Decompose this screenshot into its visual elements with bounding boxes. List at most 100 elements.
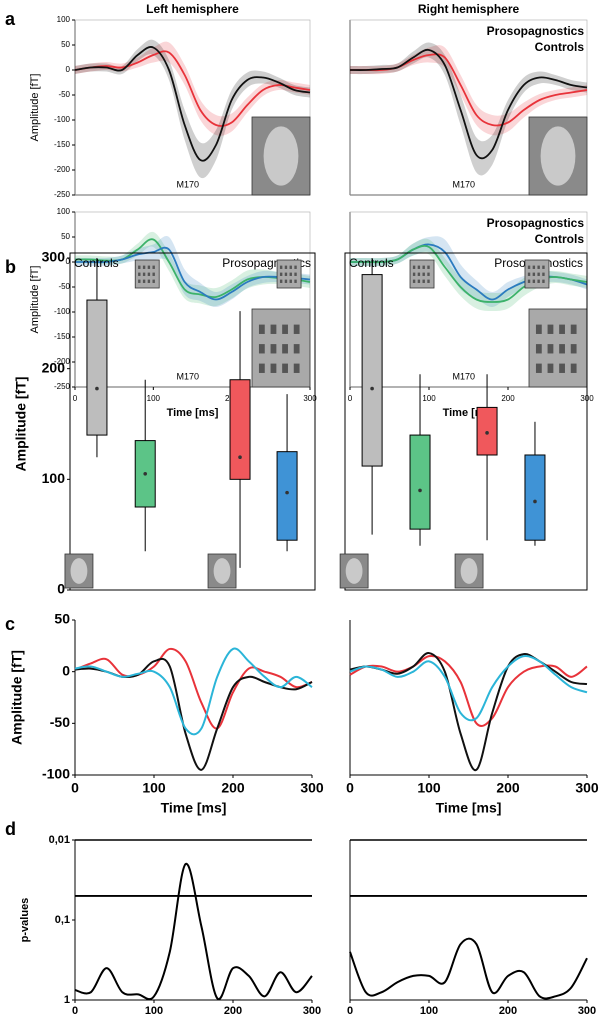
box — [524, 454, 546, 541]
window — [147, 279, 151, 283]
error-band — [350, 42, 587, 176]
window — [294, 279, 297, 283]
x-tick-label: 0 — [72, 1005, 78, 1017]
error-band — [350, 236, 587, 308]
y-axis-label: p-values — [19, 898, 31, 943]
window — [427, 272, 430, 276]
x-axis-label: Time [ms] — [167, 407, 219, 419]
x-tick-label: 300 — [300, 780, 324, 796]
window — [547, 324, 554, 334]
window — [547, 363, 554, 373]
plot-frame — [74, 211, 311, 388]
window — [570, 363, 577, 373]
box — [409, 434, 431, 530]
panel-label: c — [5, 614, 15, 634]
window — [535, 324, 542, 334]
face-shape — [70, 558, 88, 584]
x-tick-label: 100 — [417, 780, 441, 796]
window — [282, 363, 288, 373]
x-tick-label: 300 — [303, 1005, 321, 1017]
y-tick-label: -200 — [54, 165, 71, 174]
y-axis-label: Amplitude [fT] — [29, 266, 41, 334]
x-axis-label: Time [ms] — [436, 800, 502, 816]
y-tick-label: 0 — [57, 581, 65, 597]
window — [535, 363, 542, 373]
window — [412, 265, 416, 269]
annotation: M170 — [453, 371, 476, 381]
error-band — [75, 231, 310, 307]
data-line — [75, 246, 311, 301]
window — [412, 279, 416, 283]
y-tick-label: 0 — [66, 65, 71, 74]
window — [142, 279, 146, 283]
data-line — [74, 647, 313, 730]
window — [532, 272, 536, 276]
window — [527, 272, 531, 276]
error-band — [350, 238, 587, 311]
legend-entry: Prosopagnostics — [487, 216, 585, 230]
window — [258, 344, 265, 354]
window — [417, 265, 421, 269]
x-tick-label: 200 — [221, 780, 245, 796]
median-marker — [533, 499, 537, 504]
face-shape — [345, 558, 363, 584]
annotation: M170 — [453, 179, 476, 189]
window — [138, 279, 141, 283]
window — [537, 265, 540, 269]
data-line — [74, 50, 311, 127]
median-marker — [485, 431, 489, 435]
window — [138, 265, 141, 269]
column-title: Left hemisphere — [146, 2, 239, 16]
x-tick-label: 200 — [496, 780, 520, 796]
face-shape — [540, 126, 576, 186]
error-band — [75, 39, 310, 179]
window — [570, 344, 577, 354]
median-marker — [418, 488, 422, 493]
window — [559, 344, 565, 354]
plot-frame — [344, 252, 588, 591]
data-line — [74, 46, 311, 162]
window — [542, 272, 545, 276]
window — [289, 279, 292, 283]
window — [293, 324, 300, 334]
data-line — [349, 937, 588, 1000]
y-tick-label: 300 — [42, 249, 66, 265]
y-tick-label: 50 — [61, 232, 70, 241]
window — [570, 324, 577, 334]
window — [279, 272, 283, 276]
x-axis-label: Time [ms] — [161, 800, 227, 816]
window — [279, 279, 283, 283]
x-tick-label: 0 — [73, 394, 78, 403]
window — [532, 279, 536, 283]
y-tick-label: 100 — [42, 470, 66, 486]
window — [289, 265, 292, 269]
window — [559, 363, 565, 373]
window — [535, 344, 542, 354]
box — [276, 451, 298, 541]
face-shape — [263, 126, 299, 186]
y-tick-label: -150 — [54, 140, 71, 149]
x-tick-label: 0 — [71, 780, 79, 796]
y-tick-label: 1 — [64, 994, 70, 1006]
x-tick-label: 0 — [347, 1005, 353, 1017]
error-band — [75, 41, 310, 136]
window — [282, 344, 288, 354]
group-label: Controls — [74, 256, 119, 270]
window — [147, 272, 151, 276]
y-tick-label: 50 — [54, 611, 70, 627]
plot-frame — [69, 252, 316, 591]
y-tick-label: 100 — [57, 15, 71, 24]
y-tick-label: 50 — [61, 40, 70, 49]
window — [537, 272, 540, 276]
y-tick-label: -50 — [58, 90, 70, 99]
error-band — [350, 45, 587, 136]
y-tick-label: -100 — [54, 307, 71, 316]
window — [417, 272, 421, 276]
window — [422, 265, 425, 269]
y-tick-label: 0,1 — [55, 914, 70, 926]
y-tick-label: 0 — [66, 257, 71, 266]
x-tick-label: 200 — [499, 1005, 517, 1017]
x-tick-label: 100 — [145, 1005, 163, 1017]
window — [542, 279, 545, 283]
median-marker — [370, 386, 374, 391]
